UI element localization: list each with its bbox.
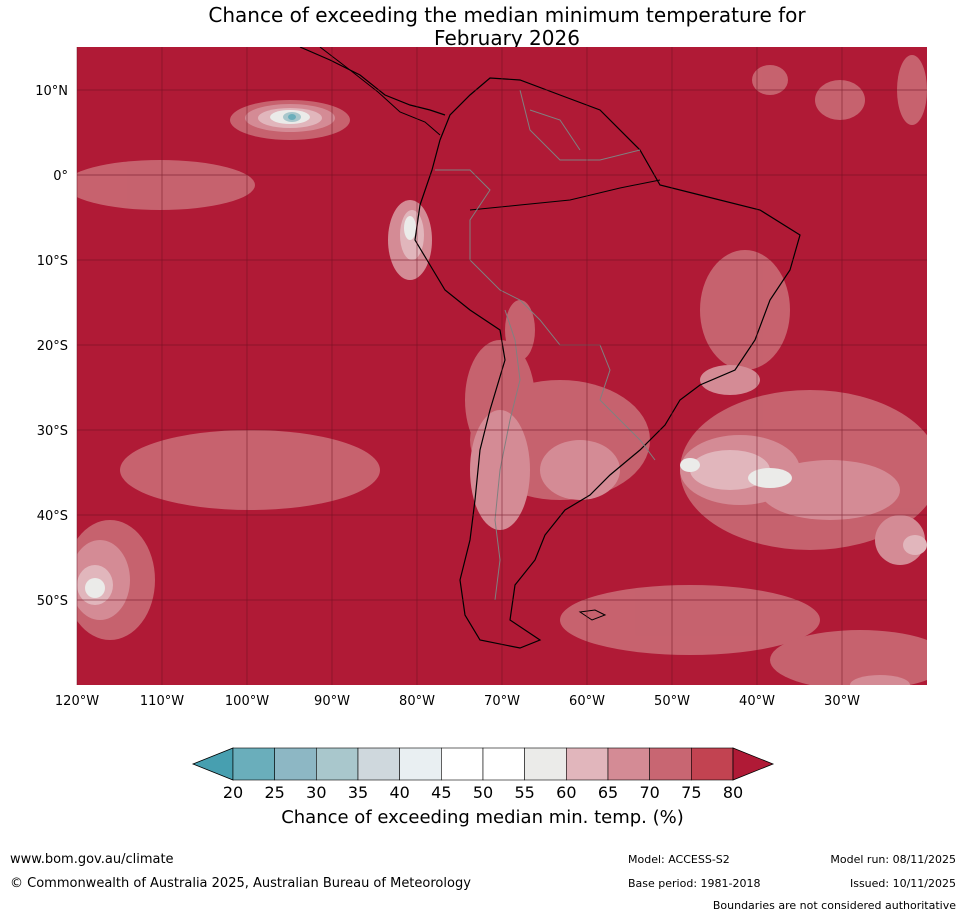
latitude-labels: 10°N 0° 10°S 20°S 30°S 40°S 50°S [35,84,68,609]
colorbar-tick-label: 30 [306,783,326,802]
patch [540,440,620,500]
colorbar-swatch [607,747,650,781]
lon-label: 60°W [569,694,605,709]
lon-label: 70°W [484,694,520,709]
patch [752,65,788,95]
lat-label: 10°N [35,84,68,99]
colorbar-swatch [232,747,275,781]
lon-label: 90°W [314,694,350,709]
graticule [76,47,927,685]
website-text: www.bom.gov.au/climate [10,852,174,867]
colorbar-swatch [566,747,609,781]
patch [700,250,790,370]
colorbar-tick-label: 80 [723,783,743,802]
lon-label: 50°W [654,694,690,709]
patch [77,160,255,210]
border [519,89,641,161]
south-america-coastline [414,77,801,649]
colorbar-swatch [357,747,400,781]
colorbar-tick-label: 70 [639,783,659,802]
border [469,259,611,401]
colorbar-swatch [691,747,734,781]
disclaimer-text: Boundaries are not considered authoritat… [712,899,956,912]
base-period-text: Base period: 1981-2018 [628,877,761,890]
lon-label: 100°W [225,694,269,709]
colorbar-tick-label: 65 [598,783,618,802]
chart-title: Chance of exceeding the median minimum t… [0,4,965,50]
central-america-coastline-south [319,47,441,136]
patch [288,114,296,120]
copyright-text: © Commonwealth of Australia 2025, Austra… [10,876,471,891]
issued-text: Issued: 10/11/2025 [849,877,956,890]
patch [700,365,760,395]
patch [560,585,820,655]
colorbar-tick-label: 35 [348,783,368,802]
patch [85,578,105,598]
colorbar-tick-label: 55 [514,783,534,802]
lon-label: 40°W [739,694,775,709]
lon-label: 80°W [399,694,435,709]
falkland-islands [578,609,607,621]
title-line-1: Chance of exceeding the median minimum t… [208,3,806,27]
patch [680,458,700,472]
colorbar-swatch [441,747,484,781]
colorbar-tick-label: 75 [681,783,701,802]
lat-label: 0° [53,169,68,184]
colorbar-tick-label: 40 [389,783,409,802]
lon-label: 120°W [55,694,99,709]
lat-label: 50°S [37,594,68,609]
title-line-2: February 2026 [434,26,580,50]
colorbar-tick-label: 25 [264,783,284,802]
coastlines [299,47,801,649]
colorbar-extend-high [732,747,775,781]
colorbar-swatch [482,747,525,781]
colorbar-swatch [649,747,692,781]
patch [770,630,927,685]
lat-label: 30°S [37,424,68,439]
colorbar-tick-label: 60 [556,783,576,802]
patch [903,535,927,555]
central-america-coastline [299,47,446,116]
patch [120,430,380,510]
patch [760,460,900,520]
patch [748,468,792,488]
lon-label: 110°W [140,694,184,709]
patch [815,80,865,120]
colorbar-swatch [274,747,317,781]
colorbar-tick-label: 50 [473,783,493,802]
model-text: Model: ACCESS-S2 [628,853,730,866]
border [494,309,521,601]
amazon-river [469,179,661,211]
border [529,109,581,151]
country-borders [435,89,656,601]
colorbar-extend-low [191,747,234,781]
border [435,169,491,260]
colorbar-tick-label: 20 [223,783,243,802]
model-run-text: Model run: 08/11/2025 [830,853,956,866]
lat-label: 40°S [37,509,68,524]
colorbar: 20 25 30 35 40 45 50 55 60 65 70 75 80 [191,747,775,802]
patch [505,300,535,360]
patch [404,216,416,240]
colorbar-swatch [399,747,442,781]
colorbar-tick-label: 45 [431,783,451,802]
patch [850,675,910,685]
lat-label: 20°S [37,339,68,354]
colorbar-swatch [316,747,359,781]
colorbar-swatch [524,747,567,781]
lon-label: 30°W [824,694,860,709]
longitude-labels: 120°W 110°W 100°W 90°W 80°W 70°W 60°W 50… [55,694,860,709]
colorbar-label: Chance of exceeding median min. temp. (%… [281,807,684,828]
lat-label: 10°S [37,254,68,269]
